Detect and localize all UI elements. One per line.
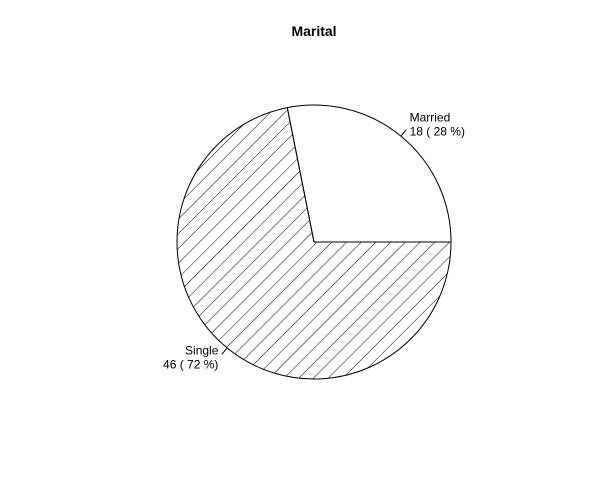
pie-slices [176, 104, 452, 380]
slice-label-married: Married 18 ( 28 %) [410, 111, 465, 139]
label-leader-married [400, 129, 407, 137]
pie-slice-married [286, 104, 452, 243]
pie-labels: Married 18 ( 28 %) Single 46 ( 72 %) [163, 111, 465, 372]
slice-label-single: Single 46 ( 72 %) [163, 343, 219, 371]
label-leader-single [221, 347, 228, 355]
chart-title: Marital [291, 23, 336, 39]
